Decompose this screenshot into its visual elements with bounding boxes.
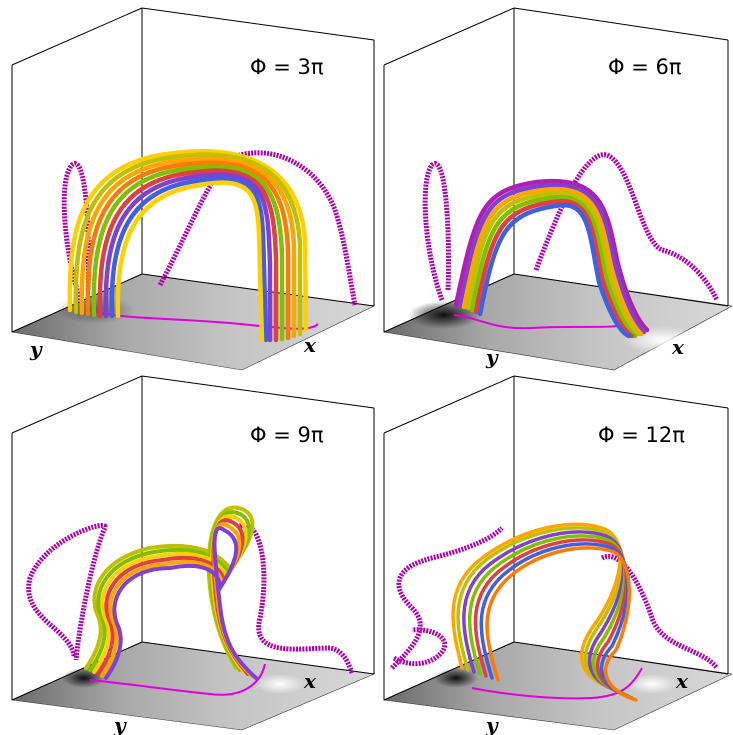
panel-phi-9pi: Φ = 9π y x bbox=[10, 375, 376, 735]
flux-rope-strand bbox=[67, 149, 309, 333]
flux-rope-strand bbox=[469, 194, 638, 339]
phi-label: Φ = 12π bbox=[598, 423, 685, 447]
x-axis-label: x bbox=[671, 335, 685, 359]
box-edges bbox=[383, 7, 729, 333]
y-axis-label: y bbox=[113, 713, 127, 735]
phi-label: Φ = 6π bbox=[608, 55, 682, 79]
outer-field-line bbox=[390, 526, 719, 670]
box-edges bbox=[383, 375, 729, 701]
footprint-line bbox=[89, 663, 266, 696]
dark-polarity-spot bbox=[434, 668, 478, 688]
flux-rope-strand bbox=[104, 526, 258, 680]
flux-rope-strand bbox=[457, 182, 647, 335]
y-axis-label: y bbox=[29, 337, 43, 361]
x-axis-label: x bbox=[675, 669, 689, 693]
panel-phi-6pi: Φ = 6π y x bbox=[382, 7, 733, 371]
flux-rope-strand bbox=[451, 522, 622, 690]
panel-phi-3pi: Φ = 3π y x bbox=[10, 7, 376, 371]
flux-rope-strand bbox=[79, 156, 297, 339]
bright-polarity-spot bbox=[626, 674, 678, 694]
flux-rope bbox=[84, 505, 258, 680]
phi-label: Φ = 3π bbox=[250, 55, 324, 79]
bright-polarity-spot bbox=[254, 674, 306, 694]
flux-rope-strand bbox=[85, 160, 291, 341]
flux-rope bbox=[67, 149, 309, 343]
box-edges bbox=[11, 375, 375, 701]
flux-rope-strand bbox=[461, 186, 644, 337]
flux-rope-strand bbox=[477, 202, 632, 339]
flux-rope-strand bbox=[91, 164, 285, 342]
flux-rope bbox=[453, 178, 650, 339]
flux-rope-strand bbox=[462, 530, 626, 694]
x-axis-label: x bbox=[303, 333, 317, 357]
y-axis-label: y bbox=[485, 345, 499, 369]
flux-rope bbox=[451, 522, 638, 702]
flux-rope-strand bbox=[465, 190, 641, 337]
flux-rope-strand bbox=[456, 526, 625, 692]
floor-plane bbox=[10, 273, 376, 371]
flux-rope-strand bbox=[479, 542, 634, 700]
flux-rope-strand bbox=[473, 198, 635, 339]
x-axis-label: x bbox=[303, 669, 317, 693]
y-axis-label: y bbox=[485, 713, 499, 735]
flux-rope-strand bbox=[103, 172, 273, 343]
flux-rope-strand bbox=[109, 176, 269, 343]
flux-rope-strand bbox=[453, 178, 650, 333]
panel-phi-12pi: Φ = 12π y x bbox=[382, 375, 733, 735]
footprint-line bbox=[471, 667, 643, 700]
flux-rope-strand bbox=[468, 534, 627, 696]
phi-label: Φ = 9π bbox=[250, 423, 324, 447]
flux-rope-strand bbox=[473, 538, 630, 698]
footprint-line bbox=[95, 311, 319, 330]
flux-rope-strand bbox=[97, 168, 279, 343]
flux-rope-strand bbox=[73, 152, 303, 337]
floor-plane bbox=[10, 641, 376, 731]
outer-field-line bbox=[26, 522, 355, 674]
box-edges bbox=[11, 7, 375, 333]
flux-rope-strand bbox=[485, 546, 638, 702]
flux-rope-strand bbox=[115, 180, 265, 343]
